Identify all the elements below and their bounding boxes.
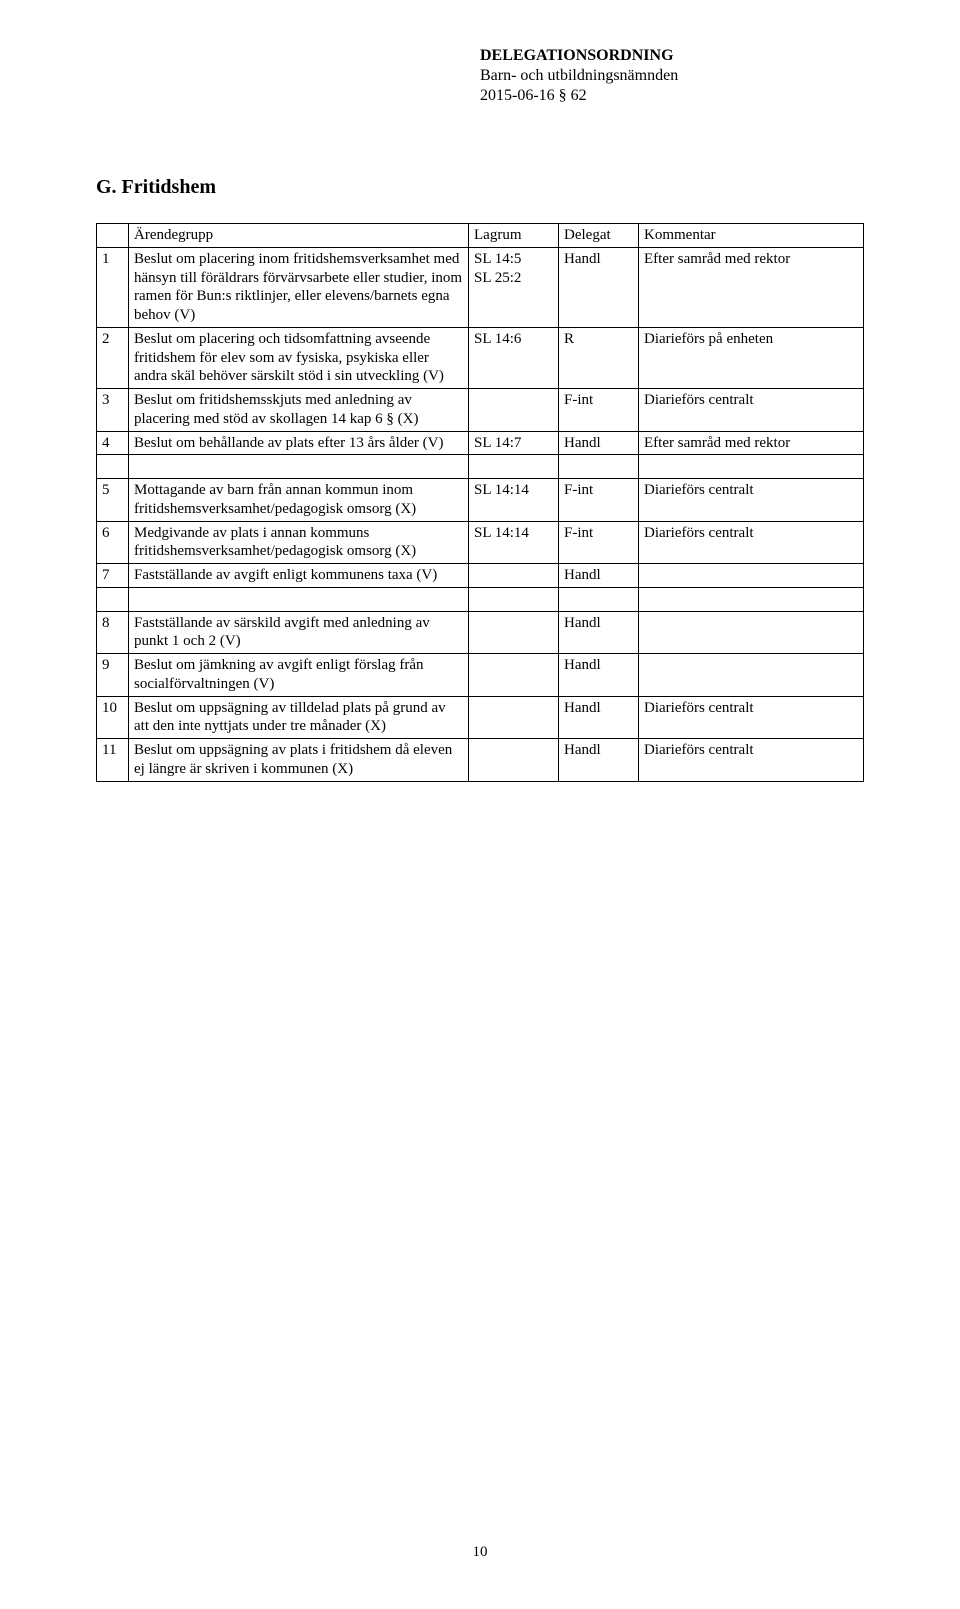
cell-kommentar: Efter samråd med rektor bbox=[639, 247, 864, 327]
cell-lagrum bbox=[469, 654, 559, 697]
cell-kommentar: Efter samråd med rektor bbox=[639, 431, 864, 455]
table-row: 5Mottagande av barn från annan kommun in… bbox=[97, 479, 864, 522]
spacer-cell bbox=[129, 587, 469, 611]
col-num bbox=[97, 224, 129, 248]
cell-delegat: R bbox=[559, 327, 639, 388]
cell-lagrum: SL 14:14 bbox=[469, 521, 559, 564]
cell-kommentar: Diarieförs centralt bbox=[639, 739, 864, 782]
cell-desc: Beslut om placering inom fritidshemsverk… bbox=[129, 247, 469, 327]
spacer-cell bbox=[469, 455, 559, 479]
cell-lagrum bbox=[469, 564, 559, 588]
cell-lagrum: SL 14:5SL 25:2 bbox=[469, 247, 559, 327]
cell-desc: Fastställande av avgift enligt kommunens… bbox=[129, 564, 469, 588]
cell-kommentar: Diarieförs på enheten bbox=[639, 327, 864, 388]
cell-desc: Fastställande av särskild avgift med anl… bbox=[129, 611, 469, 654]
cell-delegat: Handl bbox=[559, 696, 639, 739]
cell-num: 2 bbox=[97, 327, 129, 388]
cell-kommentar bbox=[639, 654, 864, 697]
cell-delegat: Handl bbox=[559, 654, 639, 697]
page-number: 10 bbox=[0, 1544, 960, 1561]
spacer-cell bbox=[639, 455, 864, 479]
cell-lagrum bbox=[469, 739, 559, 782]
table-row: 1Beslut om placering inom fritidshemsver… bbox=[97, 247, 864, 327]
table-row bbox=[97, 455, 864, 479]
cell-lagrum bbox=[469, 611, 559, 654]
table-row: 7Fastställande av avgift enligt kommunen… bbox=[97, 564, 864, 588]
cell-delegat: F-int bbox=[559, 479, 639, 522]
table-row: 4Beslut om behållande av plats efter 13 … bbox=[97, 431, 864, 455]
delegation-table: Ärendegrupp Lagrum Delegat Kommentar 1Be… bbox=[96, 223, 864, 782]
document-header: DELEGATIONSORDNING Barn- och utbildnings… bbox=[480, 46, 678, 106]
cell-num: 9 bbox=[97, 654, 129, 697]
cell-delegat: Handl bbox=[559, 247, 639, 327]
cell-delegat: F-int bbox=[559, 389, 639, 432]
table-row: 3Beslut om fritidshemsskjuts med anledni… bbox=[97, 389, 864, 432]
cell-num: 8 bbox=[97, 611, 129, 654]
cell-delegat: Handl bbox=[559, 564, 639, 588]
cell-desc: Beslut om behållande av plats efter 13 å… bbox=[129, 431, 469, 455]
cell-kommentar: Diarieförs centralt bbox=[639, 696, 864, 739]
spacer-cell bbox=[129, 455, 469, 479]
cell-num: 7 bbox=[97, 564, 129, 588]
cell-kommentar: Diarieförs centralt bbox=[639, 521, 864, 564]
cell-lagrum bbox=[469, 389, 559, 432]
cell-num: 5 bbox=[97, 479, 129, 522]
header-subtitle: Barn- och utbildningsnämnden bbox=[480, 66, 678, 86]
cell-lagrum bbox=[469, 696, 559, 739]
cell-kommentar bbox=[639, 564, 864, 588]
cell-desc: Medgivande av plats i annan kommuns frit… bbox=[129, 521, 469, 564]
cell-kommentar: Diarieförs centralt bbox=[639, 479, 864, 522]
cell-delegat: F-int bbox=[559, 521, 639, 564]
col-delegat: Delegat bbox=[559, 224, 639, 248]
col-arendegrupp: Ärendegrupp bbox=[129, 224, 469, 248]
table-row: 8Fastställande av särskild avgift med an… bbox=[97, 611, 864, 654]
cell-lagrum: SL 14:7 bbox=[469, 431, 559, 455]
cell-num: 3 bbox=[97, 389, 129, 432]
spacer-cell bbox=[97, 587, 129, 611]
cell-num: 4 bbox=[97, 431, 129, 455]
spacer-cell bbox=[559, 455, 639, 479]
cell-num: 6 bbox=[97, 521, 129, 564]
section-title: G. Fritidshem bbox=[96, 176, 864, 199]
cell-delegat: Handl bbox=[559, 611, 639, 654]
cell-desc: Beslut om uppsägning av plats i fritidsh… bbox=[129, 739, 469, 782]
header-date: 2015-06-16 § 62 bbox=[480, 86, 678, 106]
cell-desc: Beslut om jämkning av avgift enligt förs… bbox=[129, 654, 469, 697]
table-row: 11Beslut om uppsägning av plats i fritid… bbox=[97, 739, 864, 782]
cell-delegat: Handl bbox=[559, 431, 639, 455]
cell-desc: Beslut om placering och tidsomfattning a… bbox=[129, 327, 469, 388]
cell-lagrum: SL 14:14 bbox=[469, 479, 559, 522]
header-title: DELEGATIONSORDNING bbox=[480, 46, 678, 66]
spacer-cell bbox=[469, 587, 559, 611]
page: DELEGATIONSORDNING Barn- och utbildnings… bbox=[0, 0, 960, 1609]
col-lagrum: Lagrum bbox=[469, 224, 559, 248]
cell-desc: Beslut om fritidshemsskjuts med anlednin… bbox=[129, 389, 469, 432]
cell-kommentar: Diarieförs centralt bbox=[639, 389, 864, 432]
cell-num: 10 bbox=[97, 696, 129, 739]
cell-lagrum: SL 14:6 bbox=[469, 327, 559, 388]
cell-num: 11 bbox=[97, 739, 129, 782]
col-kommentar: Kommentar bbox=[639, 224, 864, 248]
table-header-row: Ärendegrupp Lagrum Delegat Kommentar bbox=[97, 224, 864, 248]
table-row bbox=[97, 587, 864, 611]
table-row: 6Medgivande av plats i annan kommuns fri… bbox=[97, 521, 864, 564]
spacer-cell bbox=[639, 587, 864, 611]
cell-kommentar bbox=[639, 611, 864, 654]
table-row: 2Beslut om placering och tidsomfattning … bbox=[97, 327, 864, 388]
cell-num: 1 bbox=[97, 247, 129, 327]
cell-delegat: Handl bbox=[559, 739, 639, 782]
table-row: 10Beslut om uppsägning av tilldelad plat… bbox=[97, 696, 864, 739]
cell-desc: Mottagande av barn från annan kommun ino… bbox=[129, 479, 469, 522]
cell-desc: Beslut om uppsägning av tilldelad plats … bbox=[129, 696, 469, 739]
spacer-cell bbox=[559, 587, 639, 611]
spacer-cell bbox=[97, 455, 129, 479]
table-row: 9Beslut om jämkning av avgift enligt för… bbox=[97, 654, 864, 697]
